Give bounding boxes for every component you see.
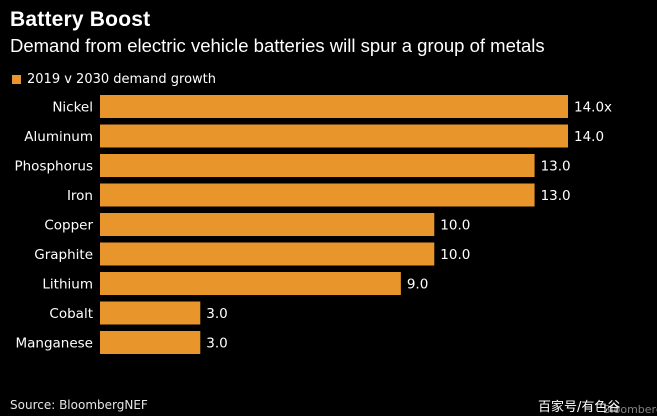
value-label-copper: 10.0 <box>440 218 470 234</box>
value-label-iron: 13.0 <box>541 188 571 204</box>
value-label-lithium: 9.0 <box>407 277 428 293</box>
value-label-phosphorus: 13.0 <box>541 159 571 175</box>
category-label-graphite: Graphite <box>34 247 93 263</box>
category-label-phosphorus: Phosphorus <box>14 159 93 175</box>
value-label-manganese: 3.0 <box>206 336 227 352</box>
value-label-aluminum: 14.0 <box>574 129 604 145</box>
legend-label: 2019 v 2030 demand growth <box>27 72 216 87</box>
source-note: Source: BloombergNEF <box>10 398 148 412</box>
category-label-cobalt: Cobalt <box>49 306 93 322</box>
legend: 2019 v 2030 demand growth <box>12 72 216 87</box>
value-label-cobalt: 3.0 <box>206 306 227 322</box>
watermark-text: 百家号/有色谷 <box>538 400 621 415</box>
bar-lithium <box>100 272 401 295</box>
bar-aluminum <box>100 124 568 148</box>
bar-cobalt <box>100 301 201 325</box>
chart-title: Battery Boost <box>10 8 151 31</box>
category-label-copper: Copper <box>44 218 93 234</box>
bar-nickel <box>100 95 568 118</box>
bar-graphite <box>100 242 435 266</box>
category-label-manganese: Manganese <box>15 336 93 352</box>
watermark-logo: Bloomberg <box>603 403 657 416</box>
chart-subtitle: Demand from electric vehicle batteries w… <box>10 35 545 56</box>
bar-copper <box>100 213 435 236</box>
bar-manganese <box>100 331 201 354</box>
legend-swatch <box>12 75 21 84</box>
value-label-graphite: 10.0 <box>440 247 470 263</box>
category-label-iron: Iron <box>67 188 93 204</box>
category-label-lithium: Lithium <box>42 277 93 293</box>
category-label-aluminum: Aluminum <box>24 129 93 145</box>
bar-phosphorus <box>100 154 535 177</box>
bar-iron <box>100 183 535 207</box>
category-label-nickel: Nickel <box>52 100 93 116</box>
value-label-nickel: 14.0x <box>574 100 612 116</box>
